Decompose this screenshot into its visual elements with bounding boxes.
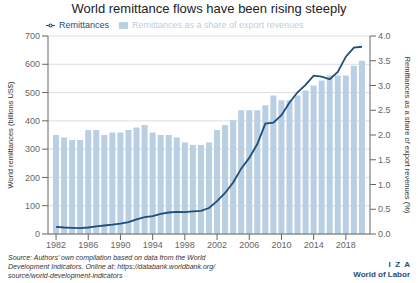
html-text:Remittances: Remittances [59,20,109,30]
svg-text:100: 100 [25,201,40,211]
html-text:Remittances as a share of expo: Remittances as a share of export revenue… [132,20,304,30]
svg-text:3.0: 3.0 [378,81,391,91]
svg-text:1986: 1986 [78,240,98,250]
svg-text:400: 400 [25,116,40,126]
svg-text:1.0: 1.0 [378,180,391,190]
svg-text:1990: 1990 [110,240,130,250]
svg-text:3.5: 3.5 [378,56,391,66]
html-text:World of Labor: World of Labor [353,270,410,279]
html-text:World remittance flows have be: World remittance flows have been rising … [71,1,347,16]
svg-text:2010: 2010 [271,240,291,250]
svg-text:2006: 2006 [239,240,259,250]
svg-text:2002: 2002 [207,240,227,250]
svg-text:1998: 1998 [175,240,195,250]
svg-text:300: 300 [25,144,40,154]
svg-text:700: 700 [25,31,40,41]
svg-text:World remittances (billions US: World remittances (billions US$) [8,81,15,188]
html-text:Source: Authors’ own compilati: Source: Authors’ own compilation based o… [8,254,215,279]
svg-text:200: 200 [25,173,40,183]
svg-text:0: 0 [35,229,40,239]
svg-text:Remittances as a share of expo: Remittances as a share of export revenue… [403,57,410,214]
svg-text:2.0: 2.0 [378,130,391,140]
svg-text:0.0: 0.0 [378,229,391,239]
svg-text:4.0: 4.0 [378,31,391,41]
svg-text:1994: 1994 [143,240,163,250]
svg-text:2014: 2014 [304,240,324,250]
svg-text:2.5: 2.5 [378,105,391,115]
svg-text:1982: 1982 [46,240,66,250]
svg-text:1.5: 1.5 [378,155,391,165]
svg-text:2018: 2018 [336,240,356,250]
svg-text:0.5: 0.5 [378,204,391,214]
html-text:I Z A: I Z A [388,260,410,269]
svg-text:600: 600 [25,59,40,69]
svg-text:500: 500 [25,88,40,98]
